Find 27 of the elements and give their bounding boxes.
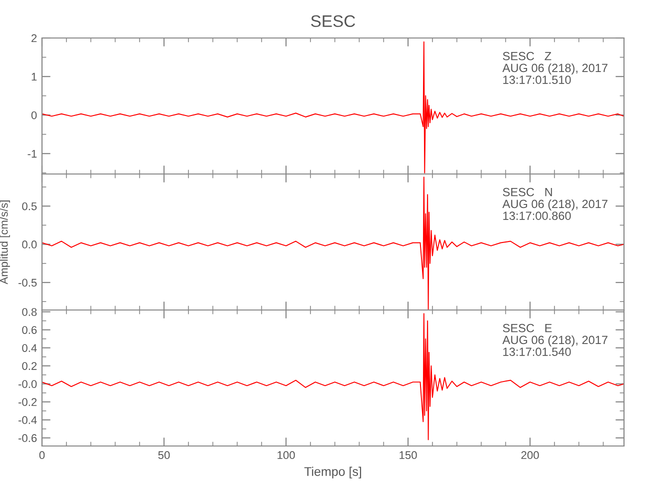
x-tick-label: 50 xyxy=(158,451,170,460)
x-tick-label: 150 xyxy=(400,451,417,460)
y-tick-label: 0.2 xyxy=(22,362,37,370)
annotation: SESC E AUG 06 (218), 2017 13:17:01.540 xyxy=(502,324,608,356)
y-tick-label: 0 xyxy=(31,111,37,120)
y-tick-label: 0.8 xyxy=(22,308,37,316)
x-tick-label: 200 xyxy=(521,451,539,460)
line-series xyxy=(42,313,624,440)
y-tick-label: -0.5 xyxy=(18,278,37,287)
chart-title: SESC xyxy=(311,15,356,28)
y-tick-label: -0.2 xyxy=(18,398,37,406)
y-axis-title: Amplitud [cm/s/s] xyxy=(0,200,10,284)
y-tick-label: -0.4 xyxy=(18,416,37,424)
y-tick-label: 0.4 xyxy=(22,344,37,352)
x-tick-label: 100 xyxy=(278,451,295,460)
y-tick-label: -0.0 xyxy=(18,380,37,388)
y-tick-label: 0.6 xyxy=(22,326,37,334)
y-tick-label: 0.0 xyxy=(22,240,37,248)
annotation: SESC N AUG 06 (218), 2017 13:17:00.860 xyxy=(502,188,608,220)
y-tick-label: 2 xyxy=(32,34,37,42)
x-axis-title: Tiempo [s] xyxy=(304,466,362,478)
y-tick-label: 1 xyxy=(32,72,37,81)
x-tick-label: 0 xyxy=(39,451,45,460)
y-tick-label: 0.5 xyxy=(22,202,37,210)
annotation: SESC Z AUG 06 (218), 2017 13:17:01.510 xyxy=(502,52,608,84)
y-tick-label: -0.6 xyxy=(18,434,37,442)
y-tick-label: -1 xyxy=(28,150,37,158)
